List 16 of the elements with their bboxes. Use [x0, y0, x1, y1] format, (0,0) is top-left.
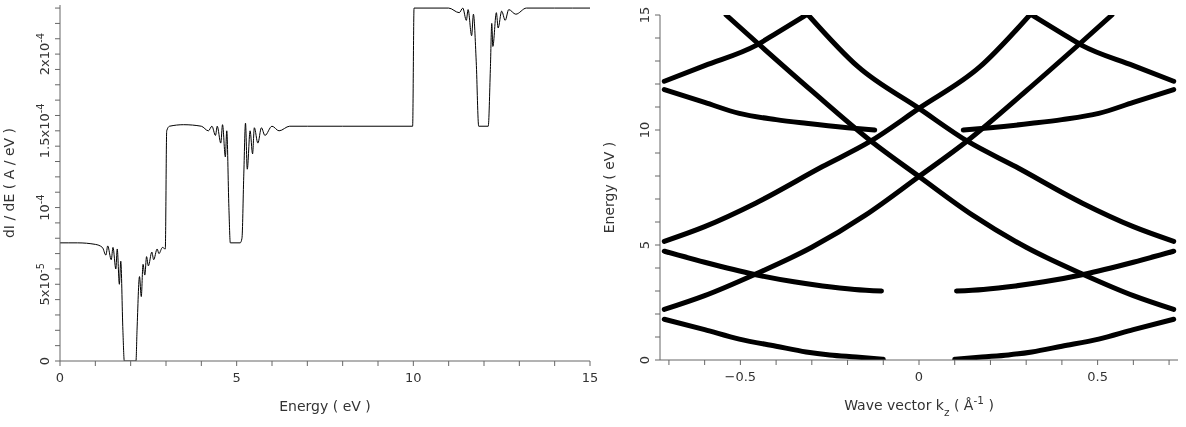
x-tick-label: 0 — [55, 370, 65, 385]
x-axis-title: Energy ( eV ) — [279, 398, 371, 414]
x-tick-label: 0.5 — [1087, 369, 1108, 384]
x-tick-label: 0 — [914, 369, 924, 384]
y-axis-title: dI / dE ( A / eV ) — [1, 127, 17, 239]
y-axis-title: Energy ( eV ) — [601, 141, 617, 234]
x-tick-label: −0.5 — [724, 369, 757, 384]
y-tick-label: 0 — [637, 355, 652, 365]
y-tick-label: 15 — [637, 6, 652, 24]
x-tick-label: 10 — [405, 370, 422, 385]
y-tick-label: 0 — [37, 356, 52, 366]
x-axis-title: Wave vector k$_{z}$ ( Å$^{-1}$ ) — [844, 394, 994, 418]
y-tick-label: 10 — [637, 121, 652, 139]
x-tick-label: 5 — [232, 370, 241, 385]
y-tick-label: 5 — [637, 240, 652, 250]
x-tick-label: 15 — [581, 370, 599, 385]
